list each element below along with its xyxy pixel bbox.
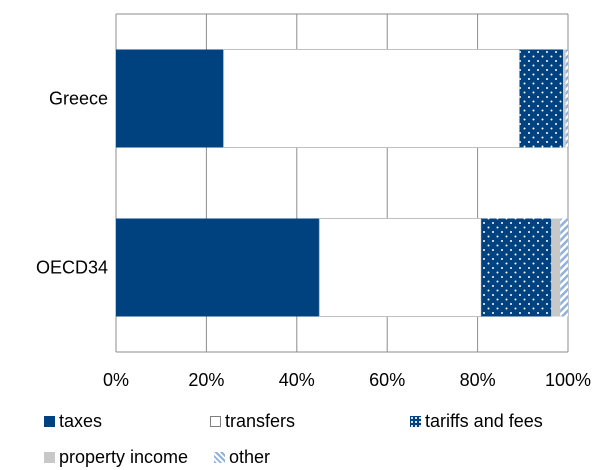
bar-tariffs-and-fees-oecd34 [481, 218, 552, 317]
bar-transfers-greece [223, 48, 521, 149]
bar-taxes-oecd34 [116, 218, 320, 317]
legend-label: other [229, 446, 271, 467]
bar-transfers-oecd34 [318, 217, 482, 318]
legend-item-property-income: property income [44, 444, 188, 470]
bars [116, 48, 568, 318]
category-label: OECD34 [36, 258, 108, 278]
legend-swatch [214, 451, 225, 463]
bar-tariffs-and-fees-greece [519, 49, 564, 148]
x-tick-label: 60% [369, 370, 405, 390]
axis-labels: 0% 20% 40% 60% 80% 100% Greece OECD34 [36, 89, 591, 391]
legend-item-tariffs-and-fees: tariffs and fees [410, 408, 543, 434]
legend-label: taxes [59, 410, 103, 431]
legend-item-other: other [214, 444, 270, 470]
x-tick-label: 40% [279, 370, 315, 390]
bar-taxes-greece [116, 49, 224, 148]
legend-label: property income [59, 446, 189, 467]
legend-swatch [44, 415, 55, 427]
bar-property-income-greece [563, 49, 566, 148]
legend-swatch [410, 415, 421, 427]
x-tick-label: 100% [545, 370, 591, 390]
x-tick-label: 0% [103, 370, 129, 390]
bar-property-income-oecd34 [551, 218, 561, 317]
bar-other-greece [565, 49, 568, 148]
legend-item-transfers: transfers [210, 408, 295, 434]
chart-plot: 0% 20% 40% 60% 80% 100% Greece OECD34 [36, 13, 591, 391]
legend-swatch [44, 451, 55, 463]
x-tick-label: 20% [188, 370, 224, 390]
legend-label: transfers [225, 410, 296, 431]
category-label: Greece [49, 89, 108, 109]
legend-label: tariffs and fees [425, 410, 543, 431]
legend-swatch [210, 415, 221, 427]
legend: taxes transfers tariffs and fees property i… [44, 404, 594, 468]
bar-other-oecd34 [560, 218, 568, 317]
legend-item-taxes: taxes [44, 408, 102, 434]
x-tick-label: 80% [460, 370, 496, 390]
